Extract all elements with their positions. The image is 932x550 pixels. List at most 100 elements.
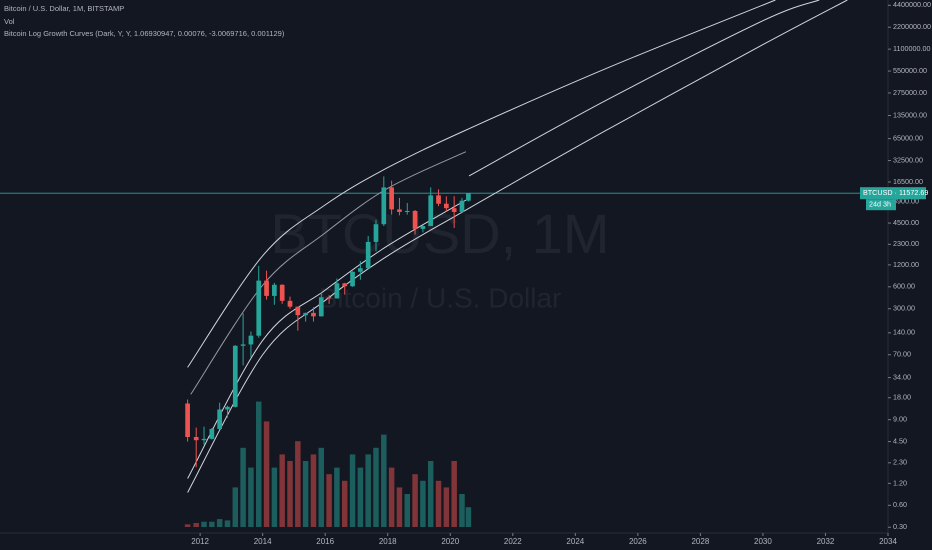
y-tick-label: 135000.00 — [893, 110, 927, 119]
candle-body — [358, 268, 363, 272]
y-tick-label: 4.50 — [893, 436, 907, 445]
y-tick-label: 275000.00 — [893, 88, 927, 97]
volume-bar — [209, 521, 215, 527]
candle-body — [185, 403, 190, 438]
y-tick-label: 9.00 — [893, 415, 907, 424]
candle-body — [428, 195, 434, 227]
y-tick-label: 16500.00 — [893, 177, 923, 186]
x-tick-label: 2020 — [441, 537, 459, 546]
volume-bar — [365, 454, 371, 527]
candle-body — [389, 187, 394, 210]
volume-bar — [341, 480, 348, 527]
volume-bar — [396, 487, 403, 527]
growth-curve — [187, 199, 467, 479]
growth-curve — [468, 0, 820, 177]
last-price-box — [860, 187, 926, 200]
candle-body — [404, 210, 410, 212]
x-tick-label: 2032 — [817, 537, 835, 546]
candle-body — [466, 193, 471, 201]
watermark-sub: Bitcoin / U.S. Dollar — [319, 282, 562, 313]
candle-body — [272, 284, 277, 296]
candle-body — [444, 203, 449, 209]
y-tick-label: 600.00 — [893, 282, 915, 291]
y-tick-label: 550000.00 — [893, 66, 927, 75]
volume-bar — [435, 480, 442, 527]
candle-body — [248, 335, 254, 345]
volume-bar — [318, 447, 325, 527]
volume-bar — [248, 467, 254, 527]
x-tick-label: 2018 — [379, 537, 397, 546]
candle-body — [365, 241, 371, 269]
x-tick-label: 2016 — [316, 537, 334, 546]
candle-body — [264, 280, 269, 296]
chart-title: Bitcoin / U.S. Dollar, 1M, BITSTAMP — [4, 4, 124, 13]
y-tick-label: 140.00 — [893, 328, 915, 337]
volume-bar — [263, 421, 270, 527]
candle-body — [373, 224, 379, 242]
volume-bar — [388, 467, 395, 527]
candle-body — [318, 297, 324, 317]
volume-bar — [459, 494, 465, 527]
volume-bar — [373, 447, 379, 527]
volume-bar — [295, 441, 301, 527]
y-tick-label: 0.60 — [893, 500, 907, 509]
volume-bar — [451, 461, 457, 527]
volume-bar — [349, 454, 356, 527]
volume-bar — [310, 454, 317, 527]
volume-bar — [224, 520, 231, 527]
volume-bar — [184, 524, 191, 527]
candle-body — [303, 312, 308, 316]
x-tick-label: 2024 — [566, 537, 584, 546]
countdown-label: 24d 3h — [869, 200, 891, 209]
candle-body — [381, 187, 387, 225]
y-tick-label: 1.20 — [893, 478, 907, 487]
candle-body — [201, 438, 207, 441]
watermark: BTCUSD, 1M — [270, 202, 609, 265]
candle-body — [256, 280, 262, 336]
candle-body — [279, 284, 285, 301]
time-axis-panel — [0, 533, 888, 550]
y-tick-label: 65000.00 — [893, 134, 923, 143]
candle-body — [334, 283, 340, 299]
y-tick-label: 4500.00 — [893, 218, 919, 227]
volume-bar — [302, 461, 309, 527]
volume-label: Vol — [4, 17, 15, 26]
candle-body — [342, 283, 348, 287]
x-tick-label: 2022 — [504, 537, 522, 546]
candle-body — [311, 312, 316, 317]
volume-bar — [271, 467, 278, 527]
candle-body — [412, 210, 418, 229]
candle-body — [420, 226, 426, 229]
volume-bar — [334, 467, 340, 527]
volume-bar — [287, 461, 293, 527]
growth-curve — [187, 0, 776, 368]
candle-body — [459, 200, 465, 212]
candle-body — [436, 195, 441, 204]
y-tick-label: 32500.00 — [893, 155, 923, 164]
y-tick-label: 18.00 — [893, 393, 911, 402]
volume-bar — [420, 480, 426, 527]
volume-bar — [232, 487, 239, 527]
axes: 0.30 0.60 1.20 2.30 4.50 9.00 18.00 34.00 70.00 1… — [191, 0, 931, 546]
x-tick-label: 2012 — [191, 537, 209, 546]
volume-bar — [279, 454, 285, 527]
plot — [0, 0, 888, 527]
x-tick-label: 2028 — [691, 537, 709, 546]
candle-body — [225, 406, 230, 410]
x-tick-label: 2026 — [629, 537, 647, 546]
volume-bar — [404, 494, 410, 527]
volume-bar — [193, 523, 199, 527]
y-tick-label: 300.00 — [893, 304, 915, 313]
volume-bar — [240, 447, 246, 527]
growth-curve — [190, 151, 467, 395]
y-tick-label: 2200000.00 — [893, 22, 931, 31]
last-price-label: BTCUSD · 11572.69 — [863, 188, 928, 197]
y-tick-label: 70.00 — [893, 350, 911, 359]
volume-bar — [465, 507, 472, 527]
y-tick-label: 0.30 — [893, 522, 907, 531]
volume-bar — [443, 487, 450, 527]
y-tick-label: 8900.00 — [893, 196, 919, 205]
candle-body — [451, 208, 457, 212]
